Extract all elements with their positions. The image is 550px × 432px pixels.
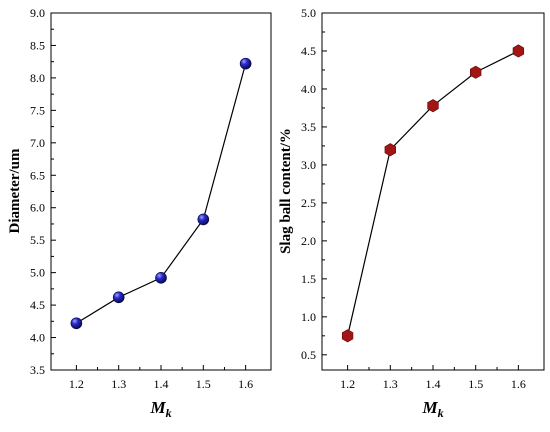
diameter-data-point [112,291,125,304]
slag-x-tick-label: 1.4 [426,377,441,391]
slag-x-tick-label: 1.5 [468,377,483,391]
diameter-y-tick-label: 3.5 [30,363,45,377]
diameter-x-tick-label: 1.6 [238,377,253,391]
slag-x-tick-label: 1.3 [383,377,398,391]
slag-y-tick-label: 3.5 [301,120,316,134]
slag-plot-frame [321,12,545,371]
diameter-x-tick-label: 1.3 [111,377,126,391]
diameter-data-point [70,317,83,330]
diameter-y-tick-label: 4.5 [30,298,45,312]
diameter-y-tick-label: 8.5 [30,38,45,52]
diameter-y-tick-label: 8.0 [30,71,45,85]
diameter-y-tick-label: 6.5 [30,168,45,182]
diameter-y-tick-label: 4.0 [30,331,45,345]
diameter-x-axis-label: Mk [149,398,171,420]
diameter-x-axis-label-sub: k [166,406,172,420]
slag-y-tick-label: 3.0 [301,158,316,172]
slag-y-tick-label: 4.0 [301,82,316,96]
slag-data-point [341,329,354,343]
slag-data-point [512,44,525,58]
diameter-y-tick-label: 6.0 [30,201,45,215]
diameter-x-axis: 1.2 1.3 1.4 1.5 1.6 [69,365,253,391]
slag-series [341,44,525,343]
slag-x-tick-label: 1.2 [340,377,355,391]
slag-y-axis-label: Slag ball content/% [278,128,294,254]
slag-x-axis-label-main: M [421,398,438,417]
diameter-plot-frame [50,12,272,371]
slag-y-tick-label: 1.0 [301,310,316,324]
slag-x-axis: 1.2 1.3 1.4 1.5 1.6 [340,365,526,391]
diameter-y-tick-label: 5.0 [30,266,45,280]
slag-y-tick-label: 1.5 [301,272,316,286]
diameter-x-tick-label: 1.5 [196,377,211,391]
diameter-x-tick-label: 1.2 [69,377,84,391]
slag-ball-chart: 0.5 1.0 1.5 2.0 2.5 3.0 3.5 4.0 4.5 5.0 1.2 1.3 1.4… [278,6,545,420]
diameter-y-axis-label: Diameter/um [7,148,23,233]
slag-y-tick-label: 5.0 [301,6,316,20]
slag-y-axis: 0.5 1.0 1.5 2.0 2.5 3.0 3.5 4.0 4.5 5.0 [301,6,327,362]
slag-data-point [470,65,482,79]
diameter-series-line [76,63,247,324]
diameter-y-axis: 3.5 4.0 4.5 5.0 5.5 6.0 6.5 7.0 7.5 8.0 8.5 9.0 [30,6,56,377]
slag-y-tick-label: 2.0 [301,234,316,248]
slag-series-line [347,50,519,336]
slag-y-tick-label: 2.5 [301,196,316,210]
diameter-y-tick-label: 9.0 [30,6,45,20]
diameter-data-point [239,57,252,70]
diameter-data-point [197,213,210,226]
diameter-x-tick-label: 1.4 [154,377,169,391]
slag-y-tick-label: 0.5 [301,348,316,362]
diameter-chart: 3.5 4.0 4.5 5.0 5.5 6.0 6.5 7.0 7.5 8.0 8.5 9.0 1.2… [7,6,272,420]
diameter-y-tick-label: 7.0 [30,136,45,150]
slag-data-point [427,99,439,113]
slag-x-axis-label-sub: k [438,406,444,420]
diameter-y-tick-label: 5.5 [30,233,45,247]
diameter-x-axis-label-main: M [149,398,166,417]
slag-x-axis-label: Mk [421,398,443,420]
slag-y-tick-label: 4.5 [301,44,316,58]
diameter-data-point [155,272,167,284]
diameter-y-tick-label: 7.5 [30,103,45,117]
slag-x-tick-label: 1.6 [511,377,526,391]
slag-data-point [384,143,396,157]
diameter-series [70,57,252,330]
